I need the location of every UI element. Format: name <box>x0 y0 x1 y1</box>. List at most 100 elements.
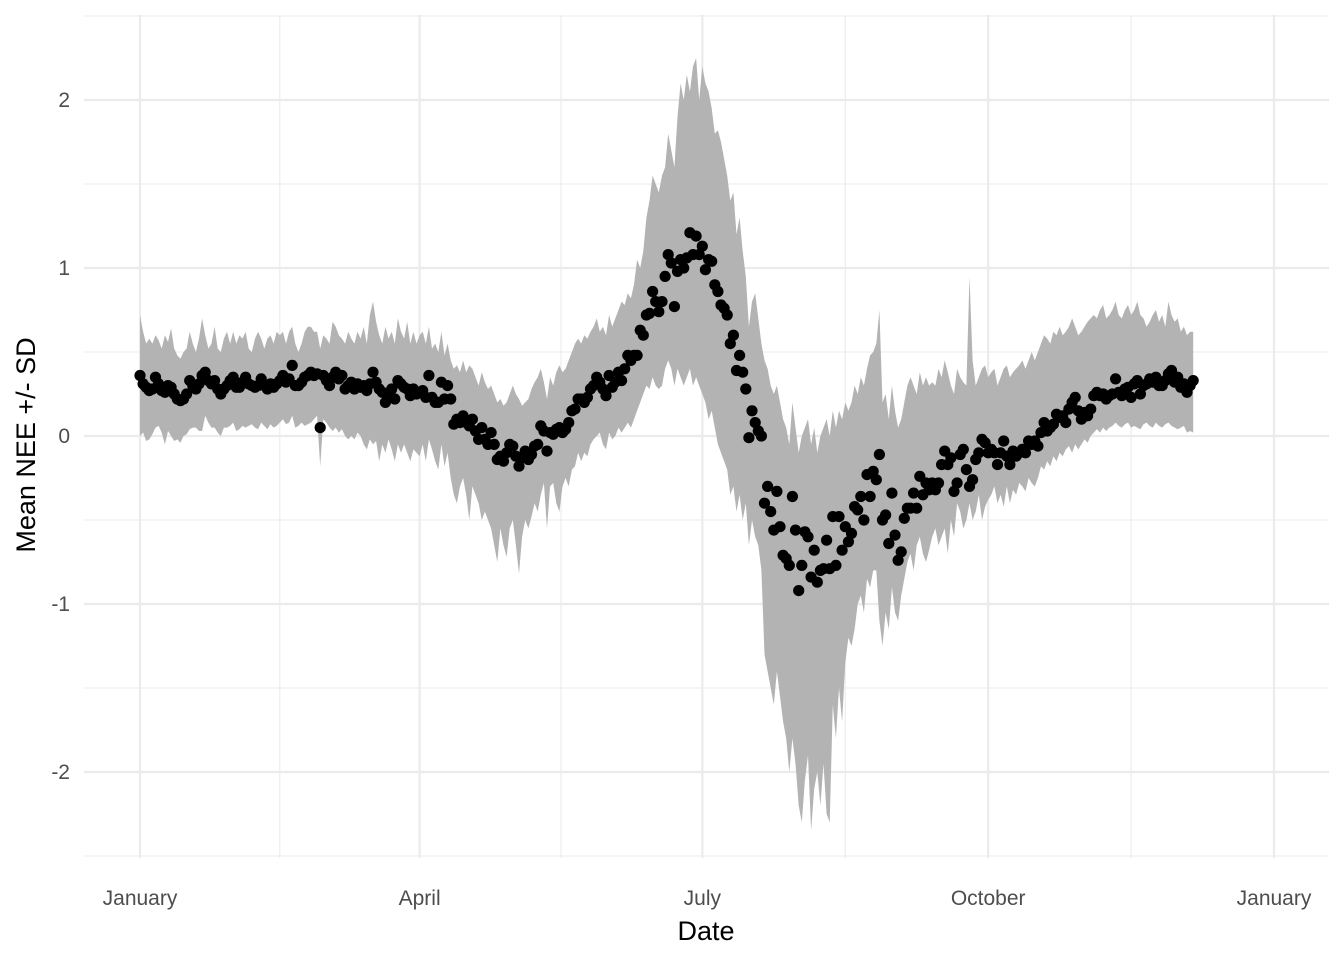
mean-point <box>181 388 193 400</box>
mean-point <box>1134 388 1146 400</box>
mean-point <box>1019 447 1032 459</box>
mean-point <box>1069 391 1081 403</box>
mean-point <box>886 487 898 499</box>
mean-point <box>712 285 724 298</box>
mean-point <box>379 396 391 408</box>
mean-point <box>199 366 211 378</box>
mean-point <box>755 430 768 442</box>
mean-point <box>696 240 708 252</box>
mean-point <box>485 427 497 439</box>
mean-point <box>1060 417 1072 429</box>
mean-point <box>668 301 681 313</box>
mean-point <box>771 485 783 497</box>
mean-point <box>616 375 628 387</box>
mean-point <box>880 509 892 521</box>
x-tick-label: July <box>684 887 722 910</box>
mean-point <box>873 448 886 461</box>
mean-point <box>998 435 1010 447</box>
mean-point <box>821 534 833 546</box>
y-tick-label: 1 <box>58 257 70 280</box>
mean-point <box>323 380 336 392</box>
mean-point <box>445 393 457 405</box>
mean-point <box>286 359 298 371</box>
mean-point <box>783 559 795 572</box>
mean-point <box>488 438 500 450</box>
mean-point <box>643 307 656 319</box>
mean-point <box>967 474 979 486</box>
mean-point <box>734 349 746 361</box>
mean-point <box>796 559 808 572</box>
mean-point <box>727 329 740 341</box>
mean-point <box>957 443 969 455</box>
mean-point <box>134 369 146 382</box>
mean-point <box>227 371 239 383</box>
mean-point <box>883 537 895 550</box>
mean-point <box>1004 459 1016 471</box>
mean-point <box>855 490 867 503</box>
mean-point <box>699 264 712 276</box>
mean-point <box>563 417 575 429</box>
mean-point <box>833 510 845 523</box>
mean-point <box>793 585 805 597</box>
mean-point <box>889 529 901 541</box>
mean-point <box>1187 375 1199 387</box>
mean-point <box>423 369 435 382</box>
mean-point <box>581 391 594 403</box>
mean-point <box>389 393 401 405</box>
mean-point <box>786 490 799 503</box>
mean-point <box>867 465 879 477</box>
mean-point <box>653 306 665 318</box>
mean-point <box>948 485 960 497</box>
y-axis-title: Mean NEE +/- SD <box>11 337 41 552</box>
mean-point <box>960 464 973 476</box>
mean-point <box>808 544 820 556</box>
mean-point <box>1085 403 1097 415</box>
mean-point <box>314 422 326 434</box>
mean-point <box>724 338 736 350</box>
mean-point <box>991 459 1004 471</box>
mean-point <box>973 447 985 459</box>
mean-point <box>1032 440 1044 452</box>
mean-point <box>659 270 671 282</box>
mean-point <box>631 349 643 361</box>
mean-point <box>743 432 755 444</box>
mean-point <box>836 544 848 556</box>
x-tick-label: April <box>399 887 441 910</box>
mean-point <box>367 366 379 378</box>
mean-point <box>386 383 398 395</box>
mean-point <box>466 413 478 425</box>
mean-point <box>1150 371 1162 383</box>
y-tick-labels: -2 -1 0 1 2 <box>51 89 70 784</box>
mean-point <box>898 512 910 524</box>
x-tick-label: January <box>1237 887 1312 910</box>
mean-point <box>497 455 510 467</box>
mean-point <box>762 480 774 492</box>
x-axis-title: Date <box>677 916 734 946</box>
mean-point <box>845 527 858 540</box>
mean-point <box>619 363 631 375</box>
mean-point <box>746 405 758 417</box>
mean-point <box>932 477 945 489</box>
mean-point <box>740 383 752 395</box>
mean-point <box>476 422 488 434</box>
mean-point <box>600 390 612 402</box>
x-tick-labels: January April July October January <box>103 887 1312 910</box>
mean-point <box>706 255 718 267</box>
mean-point <box>690 230 702 242</box>
y-tick-label: -1 <box>51 593 70 616</box>
mean-point <box>892 554 904 566</box>
mean-point <box>858 514 870 526</box>
mean-point <box>749 417 761 429</box>
mean-point <box>693 249 705 261</box>
mean-point <box>830 559 842 572</box>
mean-point <box>737 366 749 378</box>
mean-point <box>637 329 649 341</box>
mean-point <box>525 448 538 461</box>
mean-point <box>532 438 544 450</box>
x-tick-label: January <box>103 887 178 910</box>
mean-point <box>852 504 864 516</box>
mean-point <box>774 521 786 533</box>
x-tick-label: October <box>951 887 1026 910</box>
mean-point <box>193 378 205 390</box>
